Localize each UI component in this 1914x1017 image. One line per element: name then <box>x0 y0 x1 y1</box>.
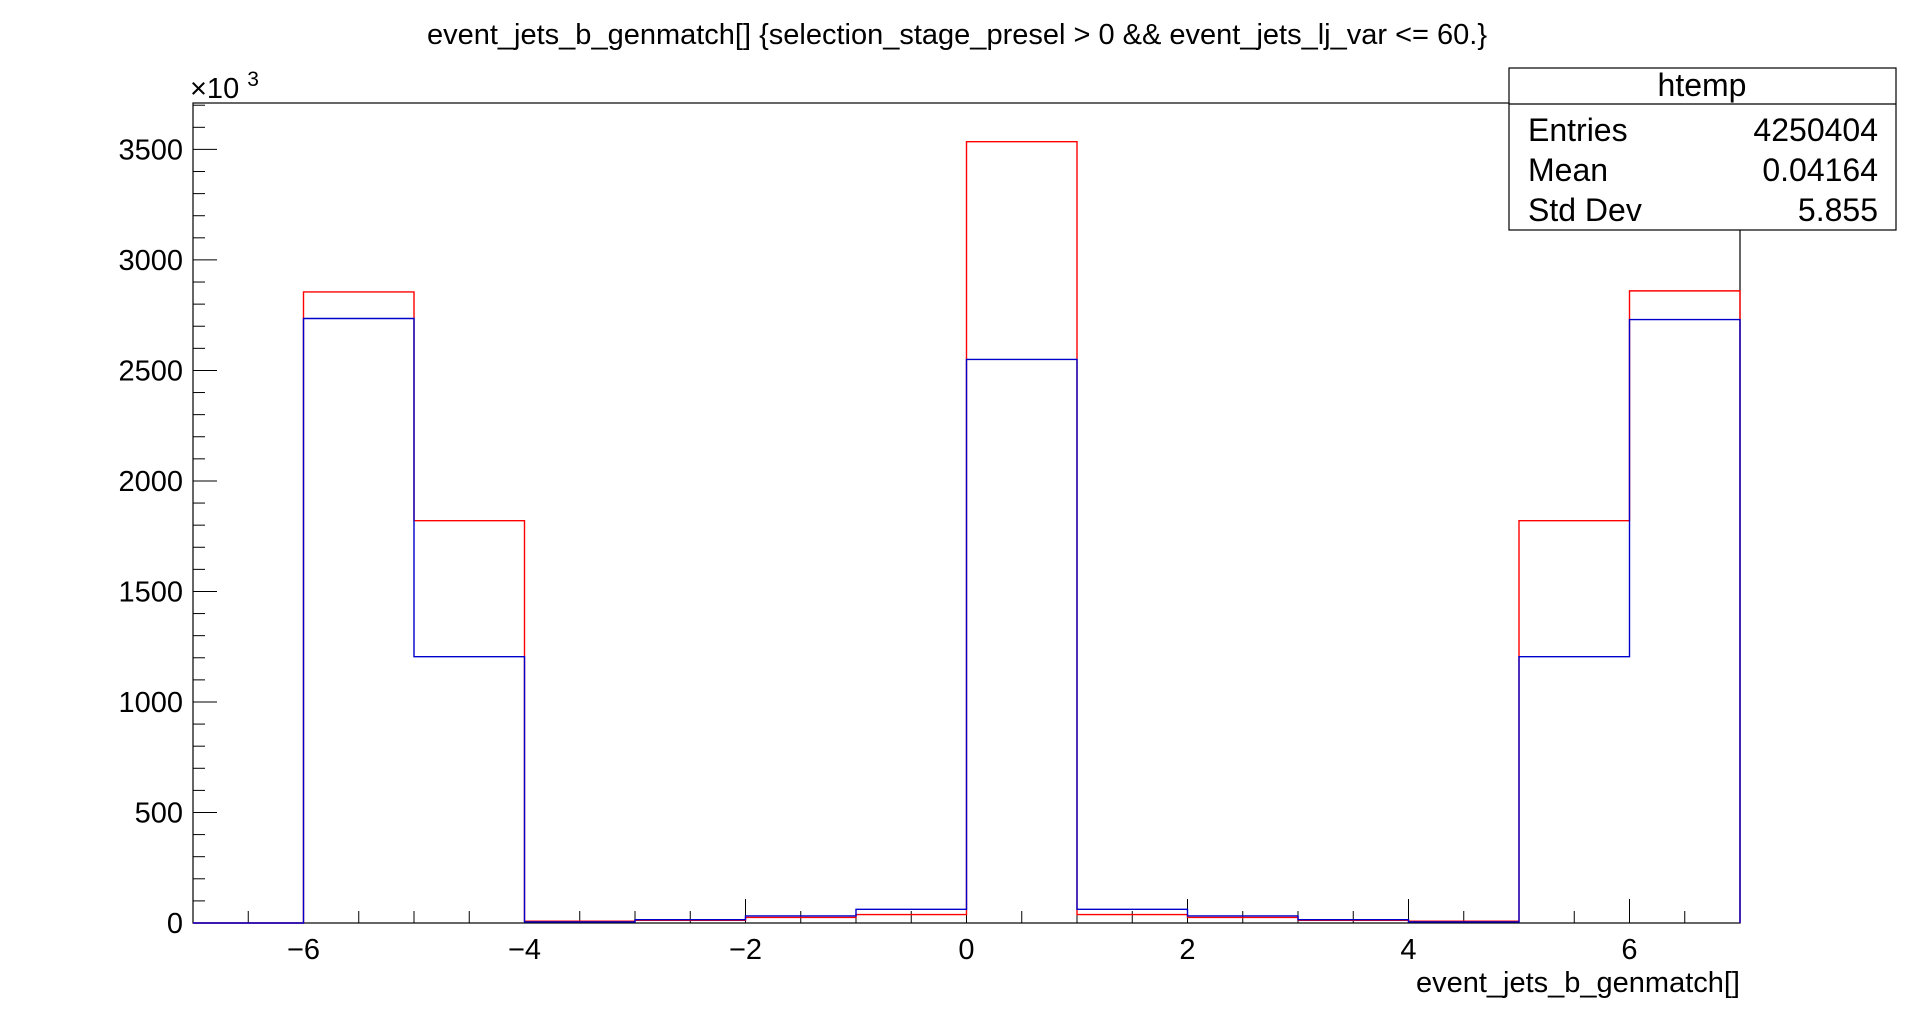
y-multiplier-exponent: 3 <box>247 68 259 91</box>
stats-box: htemp Entries 4250404 Mean 0.04164 Std D… <box>1508 67 1897 231</box>
histogram-series <box>193 140 1741 924</box>
histogram-series-blue <box>193 317 1741 924</box>
x-axis-ticks: −6 −4 −2 0 2 4 6 <box>247 899 1686 966</box>
x-tick-label: 4 <box>1400 934 1416 966</box>
y-tick-label: 3500 <box>118 134 183 166</box>
y-tick-label: 3000 <box>118 245 183 277</box>
stats-stddev-value: 5.855 <box>1798 192 1878 228</box>
x-tick-label: 0 <box>958 934 974 966</box>
stats-box-frame <box>1508 67 1897 231</box>
x-tick-label: −2 <box>729 934 762 966</box>
y-multiplier-base: ×10 <box>190 73 239 105</box>
stats-entries-value: 4250404 <box>1753 112 1878 148</box>
x-tick-label: 6 <box>1621 934 1637 966</box>
y-tick-label: 2000 <box>118 466 183 498</box>
stats-box-title: htemp <box>1658 67 1747 103</box>
stats-entries-label: Entries <box>1528 112 1628 148</box>
y-tick-label: 2500 <box>118 355 183 387</box>
y-tick-label: 1000 <box>118 687 183 719</box>
x-tick-label: 2 <box>1179 934 1195 966</box>
x-axis-title: event_jets_b_genmatch[] <box>1416 967 1740 999</box>
stats-mean-value: 0.04164 <box>1762 152 1878 188</box>
x-tick-label: −4 <box>508 934 541 966</box>
y-axis-ticks: 0 500 1000 1500 2000 2500 3000 3500 <box>118 104 217 940</box>
y-multiplier: ×10 3 <box>190 68 259 105</box>
y-tick-label: 1500 <box>118 576 183 608</box>
stats-stddev-label: Std Dev <box>1528 192 1642 228</box>
stats-mean-label: Mean <box>1528 152 1608 188</box>
y-tick-label: 0 <box>167 908 183 940</box>
x-tick-label: −6 <box>287 934 320 966</box>
chart-title: event_jets_b_genmatch[] {selection_stage… <box>427 19 1487 51</box>
y-tick-label: 500 <box>135 797 183 829</box>
